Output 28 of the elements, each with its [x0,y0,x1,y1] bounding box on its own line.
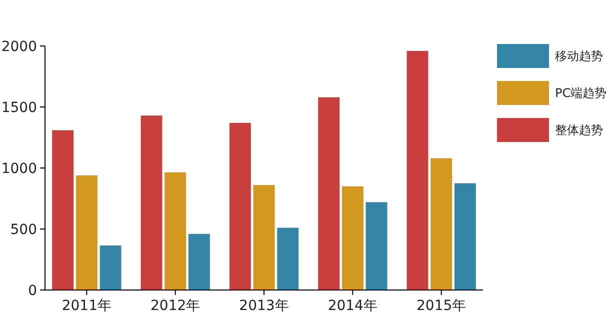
x-tick-label: 2012年 [150,298,200,314]
bar [454,183,476,290]
bar [406,50,428,290]
bar [76,175,98,290]
y-tick-label: 1500 [1,100,37,116]
x-tick-label: 2013年 [239,298,289,314]
y-tick-label: 500 [10,222,37,238]
x-tick-label: 2015年 [416,298,466,314]
bar [366,202,388,290]
y-tick-label: 0 [28,282,37,299]
x-tick-label: 2014年 [328,298,378,314]
legend-label: 整体趋势 [555,123,603,138]
y-tick-label: 2000 [1,38,37,55]
y-tick-label: 1000 [1,160,37,177]
bar [318,97,340,290]
x-tick-label: 2011年 [62,298,112,314]
bar [100,245,122,290]
bar [52,130,74,290]
bar [188,234,210,290]
legend-label: 移动趋势 [555,49,603,64]
bar [342,186,364,290]
bar [277,228,299,290]
bar [229,122,251,290]
legend-label: PC端趋势 [555,86,607,100]
bar [253,185,275,290]
bar [140,116,162,290]
bar [430,158,452,290]
bar [164,172,186,290]
